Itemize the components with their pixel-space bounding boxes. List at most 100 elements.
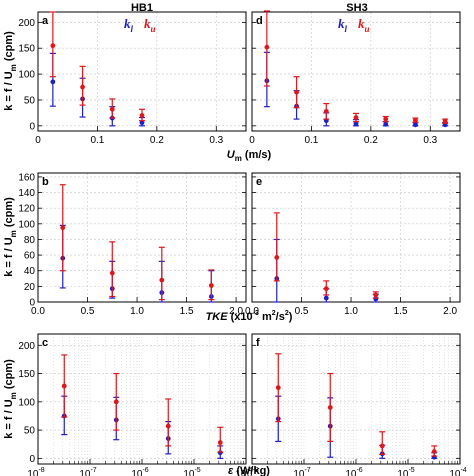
- series-k_u: [49, 11, 145, 122]
- x-axis-label-row-2: TKE (x10-3 m2/s2): [206, 310, 293, 323]
- y-tick-label: 60: [24, 251, 36, 262]
- x-tick-label: 2.0: [229, 306, 243, 317]
- y-tick-label: 120: [18, 204, 35, 215]
- x-tick-label: 10-7: [293, 467, 310, 476]
- data-point: [431, 449, 437, 454]
- y-tick-label: 20: [24, 282, 36, 293]
- data-point: [353, 121, 359, 127]
- series-k_u: [273, 212, 379, 299]
- data-point: [379, 443, 385, 449]
- data-point: [208, 283, 214, 288]
- panel-e-letter: e: [256, 176, 262, 188]
- legend-k-l: kl: [124, 16, 134, 34]
- legend-a: kl ku: [124, 16, 156, 34]
- x-tick-label: 10-5: [183, 467, 200, 476]
- panel-b: 0.0 0.5 1.0 1.5 2.0 0 20 40 60 80 100 120 140 160 b: [18, 172, 247, 317]
- y-tick-label: 200: [18, 341, 35, 352]
- panel-c-grid: [37, 334, 246, 464]
- data-point: [139, 113, 145, 118]
- x-tick-label: 0.0: [245, 306, 259, 317]
- panel-f-grid: [251, 334, 460, 464]
- x-axis-label-row-1: Um (m/s): [227, 149, 272, 163]
- data-point: [323, 108, 329, 114]
- panel-c-letter: c: [42, 337, 48, 349]
- column-title-hb1: HB1: [131, 2, 153, 14]
- x-tick-label: 2.0: [443, 306, 457, 317]
- y-tick-label: 150: [18, 44, 35, 55]
- data-point: [80, 84, 85, 90]
- y-tick-label: 0: [29, 121, 35, 132]
- y-tick-label: 100: [18, 397, 35, 408]
- data-point: [323, 295, 329, 301]
- panel-f-frame: [251, 333, 461, 465]
- y-tick-label: 50: [24, 426, 36, 437]
- y-axis-label-b: k = f / Um (cpm): [3, 197, 18, 277]
- data-point: [353, 115, 359, 120]
- data-point: [275, 385, 281, 391]
- x-tick-label: 10-5: [397, 467, 414, 476]
- series-k_u: [263, 10, 449, 124]
- y-axis-label-a: k = f / Um (cpm): [3, 31, 18, 111]
- y-tick-label: 0: [29, 298, 35, 309]
- data-point: [274, 255, 280, 260]
- x-tick-label: 0.1: [90, 135, 104, 146]
- data-point: [109, 270, 115, 276]
- panel-c-frame: [37, 333, 247, 465]
- x-tick-label: 10-8: [241, 467, 258, 476]
- x-tick-label: 10-6: [131, 467, 148, 476]
- data-point: [327, 405, 333, 410]
- x-tick-label: 0.1: [304, 135, 318, 146]
- y-tick-label: 0: [29, 454, 35, 465]
- legend-k-u: ku: [144, 16, 156, 34]
- data-point: [50, 43, 56, 49]
- data-point: [413, 117, 418, 123]
- data-point: [323, 286, 329, 292]
- legend-k-u: ku: [358, 16, 370, 34]
- series-k_u: [59, 184, 215, 301]
- data-point: [383, 121, 389, 127]
- data-point: [50, 79, 56, 85]
- data-point: [165, 423, 171, 429]
- x-tick-label: 0.5: [295, 306, 309, 317]
- panel-d: 0 0.1 0.2 0.3 d kl ku: [249, 10, 461, 146]
- series-k_u: [61, 354, 224, 453]
- y-tick-label: 80: [24, 235, 36, 246]
- panel-e: 0.0 0.5 1.0 1.5 2.0 e: [245, 172, 461, 317]
- data-point: [294, 89, 299, 95]
- panel-e-grid: [251, 173, 460, 303]
- series-k_l: [275, 395, 438, 460]
- x-tick-label: 1.0: [344, 306, 358, 317]
- data-point: [139, 120, 145, 126]
- x-tick-label: 1.0: [130, 306, 144, 317]
- data-point: [159, 277, 165, 283]
- panel-a-letter: a: [42, 15, 49, 27]
- series-k_l: [61, 395, 224, 459]
- x-tick-label: 0: [35, 135, 41, 146]
- column-title-sh3: SH3: [346, 2, 367, 14]
- panel-b-letter: b: [42, 176, 49, 188]
- data-point: [109, 106, 115, 112]
- data-point: [373, 292, 379, 298]
- y-tick-label: 100: [18, 219, 35, 230]
- data-point: [217, 440, 223, 445]
- y-tick-label: 40: [24, 266, 36, 277]
- x-tick-label: 10-4: [235, 467, 252, 476]
- data-point: [413, 122, 418, 128]
- x-tick-label: 0.0: [31, 306, 45, 317]
- y-tick-label: 150: [18, 369, 35, 380]
- x-tick-label: 1.5: [180, 306, 194, 317]
- x-tick-label: 10-8: [27, 467, 44, 476]
- panel-b-frame: [37, 172, 247, 303]
- x-tick-label: 0.2: [150, 135, 164, 146]
- panel-e-frame: [251, 172, 461, 303]
- panel-a: 0 0.1 0.2 0.3 0 50 100 150 200 a kl ku: [18, 11, 247, 146]
- y-axis-label-c: k = f / Um (cpm): [3, 359, 18, 439]
- panel-b-grid: [37, 173, 246, 303]
- x-tick-label: 0.3: [209, 135, 223, 146]
- x-tick-label: 0: [249, 135, 255, 146]
- x-tick-label: 0.5: [81, 306, 95, 317]
- data-point: [60, 225, 66, 231]
- data-point: [61, 383, 67, 389]
- y-tick-label: 50: [24, 95, 36, 106]
